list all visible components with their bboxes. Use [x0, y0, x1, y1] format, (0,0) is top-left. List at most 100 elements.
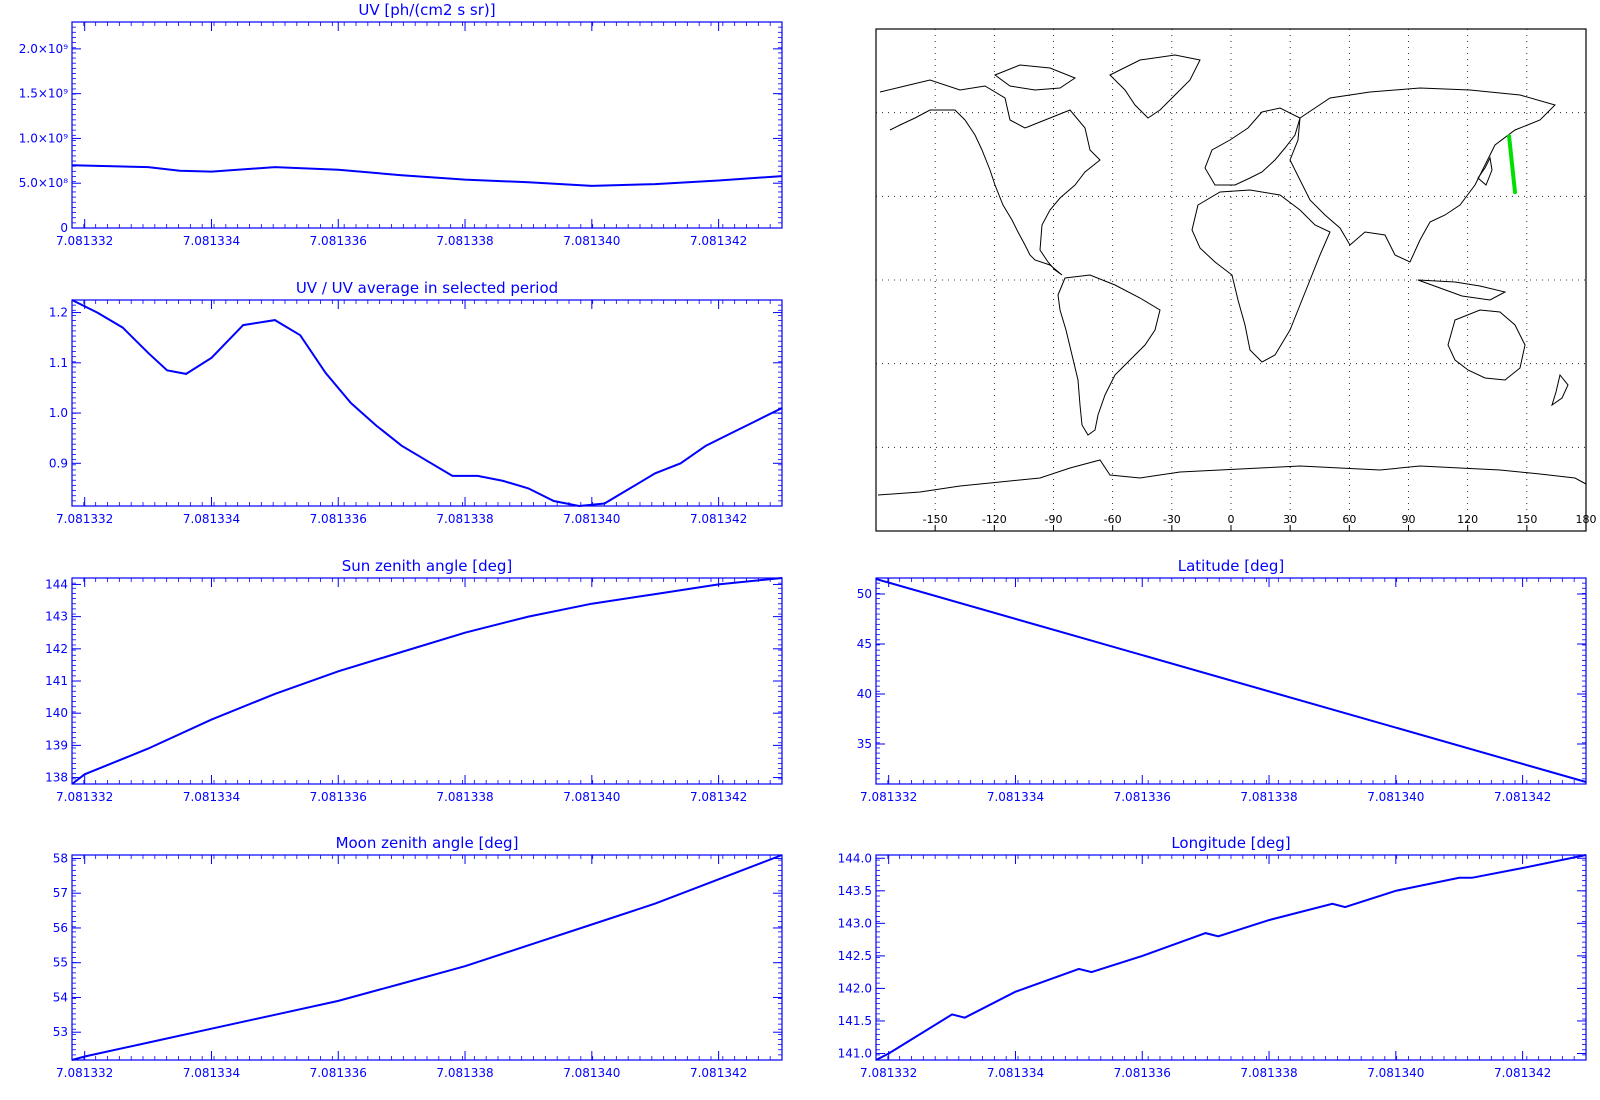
- ratio-y-tick-label: 1.0: [49, 406, 68, 420]
- antarctica-coastline: [877, 459, 1587, 496]
- sun-plot-frame: [71, 577, 783, 785]
- north-america-coastline: [879, 79, 1101, 276]
- uv-y-tick-label: 1.0×10⁹: [19, 131, 68, 145]
- south-america-coastline: [1057, 274, 1161, 436]
- moon-y-tick-label: 55: [53, 956, 68, 970]
- sun-y-tick-label: 143: [45, 610, 68, 624]
- map-longitude-label: 0: [1228, 513, 1235, 526]
- map-longitude-label: 30: [1283, 513, 1297, 526]
- asia-coastline: [1289, 87, 1556, 263]
- map-longitude-label: -30: [1163, 513, 1181, 526]
- ratio-x-tick-label: 7.081338: [436, 512, 493, 526]
- satellite-track: [1507, 134, 1517, 195]
- lon-x-tick-label: 7.081332: [860, 1066, 917, 1080]
- world-map-panel: -150 -120 -90 -60 -30 0 30 60 90 120 150 180: [875, 28, 1597, 532]
- southeast-asia-islands-coastline: [1417, 279, 1507, 301]
- ratio-y-tick-label: 1.2: [49, 306, 68, 320]
- uv-x-tick-label: 7.081340: [563, 234, 620, 248]
- lon-y-tick-label: 143.0: [838, 916, 872, 930]
- lon-y-tick-label: 143.5: [838, 884, 872, 898]
- europe-coastline: [1204, 107, 1301, 186]
- lat-x-tick-label: 7.081332: [860, 790, 917, 804]
- moon-y-tick-label: 57: [53, 886, 68, 900]
- lat-y-tick-label: 45: [857, 637, 872, 651]
- moon-y-tick-label: 53: [53, 1025, 68, 1039]
- map-longitude-label: 90: [1402, 513, 1416, 526]
- sun-x-tick-label: 7.081342: [690, 790, 747, 804]
- map-longitude-label: 60: [1342, 513, 1356, 526]
- moon-x-tick-label: 7.081342: [690, 1066, 747, 1080]
- lon-y-tick-label: 144.0: [838, 851, 872, 865]
- uv-title: UV [ph/(cm2 s sr)]: [358, 1, 495, 19]
- sun-y-tick-label: 141: [45, 674, 68, 688]
- uv-y-tick-label: 2.0×10⁹: [19, 42, 68, 56]
- lon-y-tick-label: 141.5: [838, 1014, 872, 1028]
- ratio-x-tick-label: 7.081342: [690, 512, 747, 526]
- map-longitude-label: -90: [1045, 513, 1063, 526]
- uv-y-tick-label: 1.5×10⁹: [19, 87, 68, 101]
- ratio-x-tick-label: 7.081336: [310, 512, 367, 526]
- lat-series-line: [875, 578, 1587, 783]
- uv-x-tick-label: 7.081332: [56, 234, 113, 248]
- sun-zenith-panel: Sun zenith angle [deg] 7.081332 7.081334 7.…: [45, 557, 783, 804]
- lat-x-tick-label: 7.081340: [1367, 790, 1424, 804]
- lat-x-tick-label: 7.081336: [1114, 790, 1171, 804]
- moon-series-line: [71, 854, 783, 1061]
- uv-series-line: [71, 164, 783, 187]
- lon-series-line: [875, 854, 1587, 1061]
- lon-x-tick-label: 7.081336: [1114, 1066, 1171, 1080]
- lon-x-tick-label: 7.081342: [1494, 1066, 1551, 1080]
- lon-plot-frame: [875, 854, 1587, 1061]
- moon-x-tick-label: 7.081336: [310, 1066, 367, 1080]
- moon-x-tick-label: 7.081332: [56, 1066, 113, 1080]
- sun-x-tick-label: 7.081334: [183, 790, 240, 804]
- lon-title: Longitude [deg]: [1171, 834, 1290, 852]
- uv-x-tick-label: 7.081336: [310, 234, 367, 248]
- latitude-panel: Latitude [deg] 7.081332 7.081334 7.081336 7.…: [857, 557, 1587, 804]
- japan-coastline: [1477, 156, 1493, 186]
- greenland-coastline: [1109, 54, 1201, 119]
- moon-y-tick-label: 58: [53, 851, 68, 865]
- ratio-plot-frame: [71, 299, 783, 507]
- ratio-y-tick-label: 1.1: [49, 356, 68, 370]
- africa-coastline: [1191, 189, 1331, 363]
- ratio-x-tick-label: 7.081340: [563, 512, 620, 526]
- lon-x-tick-label: 7.081338: [1240, 1066, 1297, 1080]
- map-longitude-label: -120: [982, 513, 1007, 526]
- sun-y-tick-label: 144: [45, 577, 68, 591]
- sun-y-tick-label: 140: [45, 706, 68, 720]
- lat-y-tick-label: 35: [857, 737, 872, 751]
- sun-x-tick-label: 7.081332: [56, 790, 113, 804]
- lat-y-tick-label: 50: [857, 587, 872, 601]
- map-longitude-labels: -150 -120 -90 -60 -30 0 30 60 90 120 150 180: [923, 513, 1597, 531]
- sun-x-tick-label: 7.081340: [563, 790, 620, 804]
- moon-y-tick-label: 56: [53, 921, 68, 935]
- lat-x-tick-label: 7.081342: [1494, 790, 1551, 804]
- map-longitude-label: -150: [923, 513, 948, 526]
- lon-y-tick-label: 142.5: [838, 949, 872, 963]
- moon-y-tick-label: 54: [53, 990, 68, 1004]
- map-longitude-label: 180: [1576, 513, 1597, 526]
- ratio-y-tick-label: 0.9: [49, 456, 68, 470]
- sun-title: Sun zenith angle [deg]: [342, 557, 513, 575]
- ratio-panel: UV / UV average in selected period 7.0813…: [49, 279, 783, 526]
- uv-y-tick-label: 0: [60, 221, 68, 235]
- arctic-islands-coastline: [993, 64, 1077, 91]
- sun-y-tick-label: 138: [45, 771, 68, 785]
- ratio-title: UV / UV average in selected period: [296, 279, 558, 297]
- sun-x-tick-label: 7.081336: [310, 790, 367, 804]
- lat-x-tick-label: 7.081334: [987, 790, 1044, 804]
- sun-y-tick-label: 142: [45, 642, 68, 656]
- lat-title: Latitude [deg]: [1178, 557, 1284, 575]
- uv-x-tick-label: 7.081338: [436, 234, 493, 248]
- uv-x-tick-label: 7.081342: [690, 234, 747, 248]
- map-longitude-label: 150: [1516, 513, 1537, 526]
- uv-panel: UV [ph/(cm2 s sr)] 7.081332 7.081334 7.0813…: [19, 1, 783, 248]
- moon-plot-frame: [71, 854, 783, 1061]
- lat-x-tick-label: 7.081338: [1240, 790, 1297, 804]
- moon-x-tick-label: 7.081334: [183, 1066, 240, 1080]
- longitude-panel: Longitude [deg] 7.081332 7.081334 7.081336 7…: [838, 834, 1587, 1080]
- ratio-x-tick-label: 7.081332: [56, 512, 113, 526]
- new-zealand-coastline: [1551, 373, 1569, 407]
